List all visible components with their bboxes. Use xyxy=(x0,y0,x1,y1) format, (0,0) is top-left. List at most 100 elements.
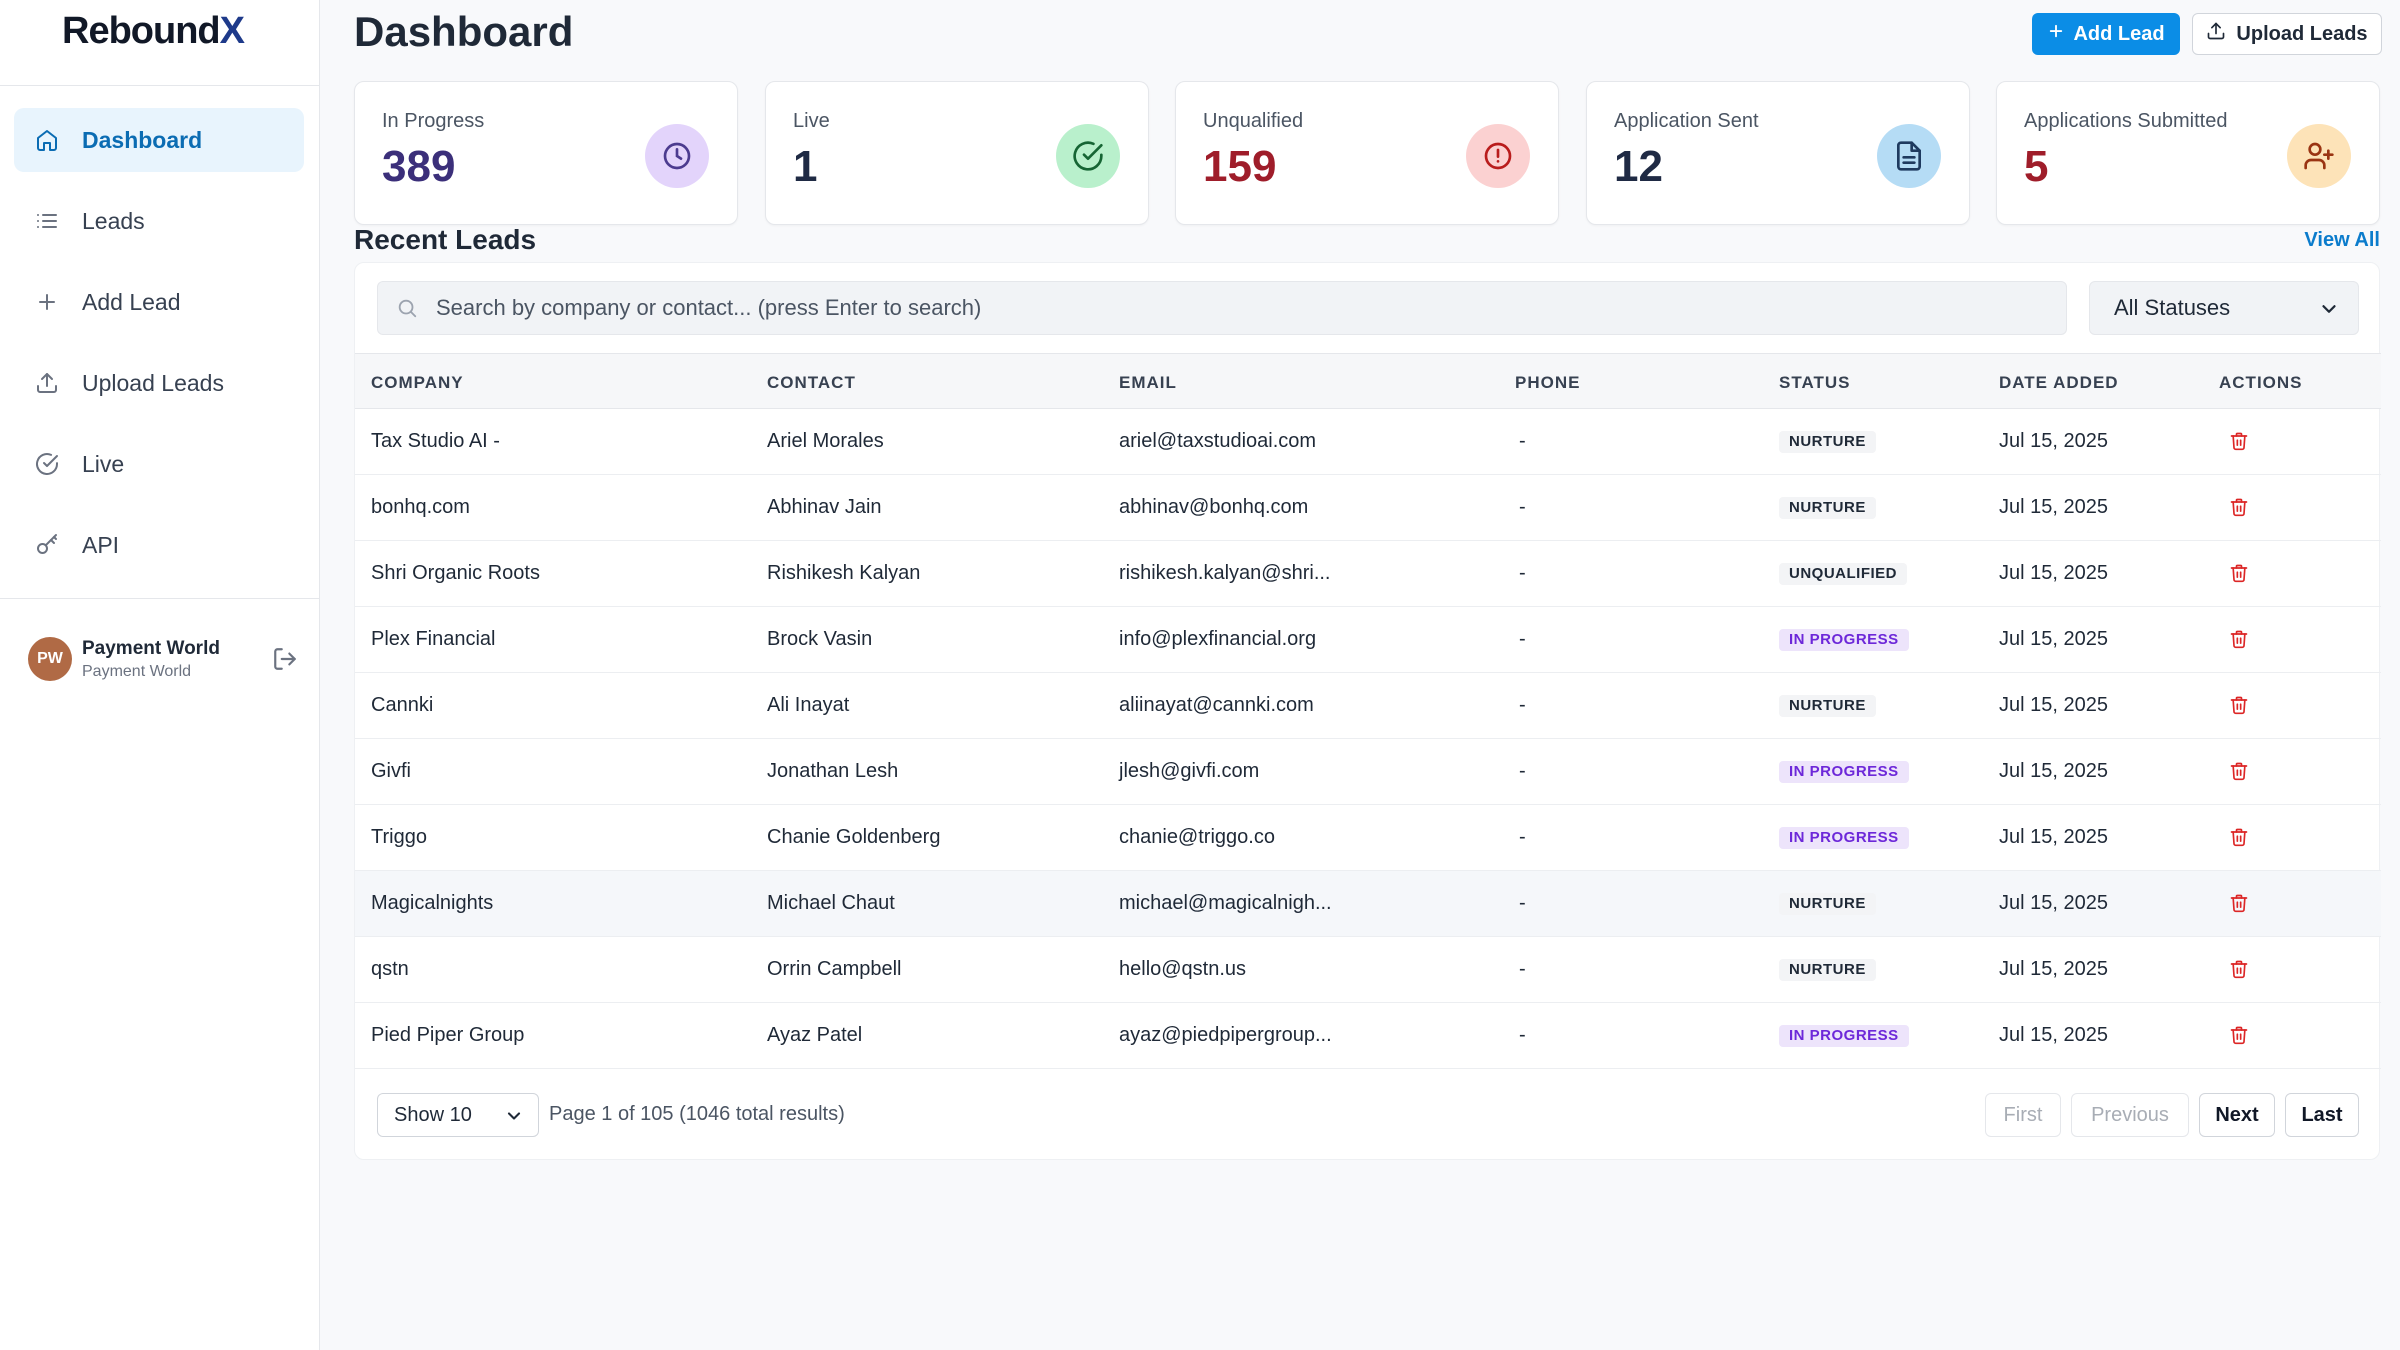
search-input[interactable]: Search by company or contact... (press E… xyxy=(377,281,2067,335)
table-row[interactable]: Givfi Jonathan Lesh jlesh@givfi.com - Jul 15… xyxy=(355,739,2381,805)
column-header-date-added[interactable]: DATE ADDED xyxy=(1999,373,2119,392)
sidebar-item-live[interactable]: Live xyxy=(14,432,304,496)
status-filter-value: All Statuses xyxy=(2114,295,2231,320)
contact-cell: Rishikesh Kalyan xyxy=(767,562,921,584)
phone-cell: - xyxy=(1519,892,1526,914)
column-header-contact[interactable]: CONTACT xyxy=(767,373,856,392)
company-cell: Pied Piper Group xyxy=(371,1024,525,1046)
check-circle-icon xyxy=(1056,124,1120,188)
stat-card-applications-submitted[interactable]: Applications Submitted 5 xyxy=(1996,81,2380,225)
column-header-email[interactable]: EMAIL xyxy=(1119,373,1177,392)
trash-icon[interactable] xyxy=(2229,563,2251,585)
stat-card-in-progress[interactable]: In Progress 389 xyxy=(354,81,738,225)
status-filter-select[interactable]: All Statuses xyxy=(2089,281,2359,335)
upload-icon xyxy=(34,370,60,396)
email-cell: hello@qstn.us xyxy=(1119,958,1247,980)
user-organization: Payment World xyxy=(82,662,192,680)
contact-cell: Ariel Morales xyxy=(767,430,884,452)
sidebar-item-label: Leads xyxy=(82,207,145,234)
column-header-status[interactable]: STATUS xyxy=(1779,373,1851,392)
company-cell: Givfi xyxy=(371,760,411,782)
email-cell: michael@magicalnigh... xyxy=(1119,892,1332,914)
stat-card-application-sent[interactable]: Application Sent 12 xyxy=(1586,81,1970,225)
page-size-value: Show 10 xyxy=(394,1103,472,1126)
next-page-button[interactable]: Next xyxy=(2199,1093,2275,1137)
sidebar-item-label: Add Lead xyxy=(82,288,181,315)
trash-icon[interactable] xyxy=(2229,629,2251,651)
view-all-link[interactable]: View All xyxy=(2304,229,2380,251)
sidebar-item-label: Dashboard xyxy=(82,126,203,153)
table-row[interactable]: Shri Organic Roots Rishikesh Kalyan rishik… xyxy=(355,541,2381,607)
plus-icon xyxy=(34,289,60,315)
contact-cell: Ayaz Patel xyxy=(767,1024,863,1046)
date-cell: Jul 15, 2025 xyxy=(1999,958,2108,980)
company-cell: Magicalnights xyxy=(371,892,494,914)
app-logo[interactable]: ReboundX xyxy=(62,10,245,52)
stat-label: Live xyxy=(793,110,830,132)
first-page-button[interactable]: First xyxy=(1985,1093,2061,1137)
stat-value: 389 xyxy=(382,142,456,191)
trash-icon[interactable] xyxy=(2229,695,2251,717)
list-icon xyxy=(34,208,60,234)
logout-icon[interactable] xyxy=(272,646,298,672)
last-page-button[interactable]: Last xyxy=(2285,1093,2359,1137)
sidebar-item-upload-leads[interactable]: Upload Leads xyxy=(14,351,304,415)
table-row[interactable]: Cannki Ali Inayat aliinayat@cannki.com - Jul… xyxy=(355,673,2381,739)
sidebar-item-leads[interactable]: Leads xyxy=(14,189,304,253)
leads-table-body: Tax Studio AI - Ariel Morales ariel@taxstu… xyxy=(355,409,2381,1069)
table-row[interactable]: Magicalnights Michael Chaut michael@magica… xyxy=(355,871,2381,937)
recent-leads-panel: Search by company or contact... (press E… xyxy=(354,262,2381,1160)
column-header-company[interactable]: COMPANY xyxy=(371,373,464,392)
status-badge: UNQUALIFIED xyxy=(1779,563,1907,585)
sidebar-item-label: Live xyxy=(82,450,125,477)
trash-icon[interactable] xyxy=(2229,431,2251,453)
phone-cell: - xyxy=(1519,562,1526,584)
add-lead-label: Add Lead xyxy=(2073,22,2165,45)
previous-page-button[interactable]: Previous xyxy=(2071,1093,2189,1137)
upload-leads-button[interactable]: Upload Leads xyxy=(2192,13,2382,55)
search-icon xyxy=(396,297,420,321)
company-cell: Cannki xyxy=(371,694,434,716)
stat-value: 159 xyxy=(1203,142,1277,191)
search-placeholder: Search by company or contact... (press E… xyxy=(436,295,982,320)
table-row[interactable]: Triggo Chanie Goldenberg chanie@triggo.co -… xyxy=(355,805,2381,871)
stat-value: 12 xyxy=(1614,142,1663,191)
table-row[interactable]: Tax Studio AI - Ariel Morales ariel@taxstu… xyxy=(355,409,2381,475)
sidebar-item-add-lead[interactable]: Add Lead xyxy=(14,270,304,334)
table-row[interactable]: Plex Financial Brock Vasin info@plexfinanc… xyxy=(355,607,2381,673)
phone-cell: - xyxy=(1519,628,1526,650)
table-row[interactable]: Pied Piper Group Ayaz Patel ayaz@piedpiper… xyxy=(355,1003,2381,1069)
phone-cell: - xyxy=(1519,496,1526,518)
status-badge: NURTURE xyxy=(1779,959,1876,981)
trash-icon[interactable] xyxy=(2229,761,2251,783)
table-row[interactable]: bonhq.com Abhinav Jain abhinav@bonhq.com - J… xyxy=(355,475,2381,541)
date-cell: Jul 15, 2025 xyxy=(1999,892,2108,914)
contact-cell: Michael Chaut xyxy=(767,892,895,914)
upload-leads-label: Upload Leads xyxy=(2236,22,2368,45)
status-badge: NURTURE xyxy=(1779,431,1876,453)
page-info: Page 1 of 105 (1046 total results) xyxy=(549,1103,845,1125)
column-header-phone[interactable]: PHONE xyxy=(1515,373,1581,392)
page-size-select[interactable]: Show 10 xyxy=(377,1093,539,1137)
trash-icon[interactable] xyxy=(2229,959,2251,981)
contact-cell: Chanie Goldenberg xyxy=(767,826,941,848)
sidebar-item-dashboard[interactable]: Dashboard xyxy=(14,108,304,172)
stat-label: Applications Submitted xyxy=(2024,110,2228,132)
avatar[interactable]: PW xyxy=(28,637,72,681)
trash-icon[interactable] xyxy=(2229,827,2251,849)
page-title: Dashboard xyxy=(354,8,574,55)
stat-value: 5 xyxy=(2024,142,2049,191)
table-row[interactable]: qstn Orrin Campbell hello@qstn.us - Jul 15, … xyxy=(355,937,2381,1003)
sidebar-item-api[interactable]: API xyxy=(14,513,304,577)
trash-icon[interactable] xyxy=(2229,497,2251,519)
trash-icon[interactable] xyxy=(2229,893,2251,915)
stat-card-unqualified[interactable]: Unqualified 159 xyxy=(1175,81,1559,225)
add-lead-button[interactable]: Add Lead xyxy=(2032,13,2180,55)
email-cell: chanie@triggo.co xyxy=(1119,826,1275,848)
company-cell: Plex Financial xyxy=(371,628,496,650)
recent-leads-title: Recent Leads xyxy=(354,224,537,255)
chevron-down-icon xyxy=(2318,298,2340,320)
stat-card-live[interactable]: Live 1 xyxy=(765,81,1149,225)
status-badge: IN PROGRESS xyxy=(1779,629,1909,651)
trash-icon[interactable] xyxy=(2229,1025,2251,1047)
